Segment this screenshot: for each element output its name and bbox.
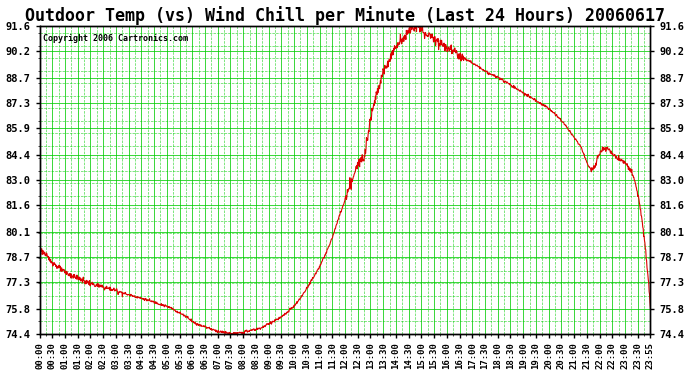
Text: Copyright 2006 Cartronics.com: Copyright 2006 Cartronics.com [43,34,188,43]
Title: Outdoor Temp (vs) Wind Chill per Minute (Last 24 Hours) 20060617: Outdoor Temp (vs) Wind Chill per Minute … [25,6,665,24]
